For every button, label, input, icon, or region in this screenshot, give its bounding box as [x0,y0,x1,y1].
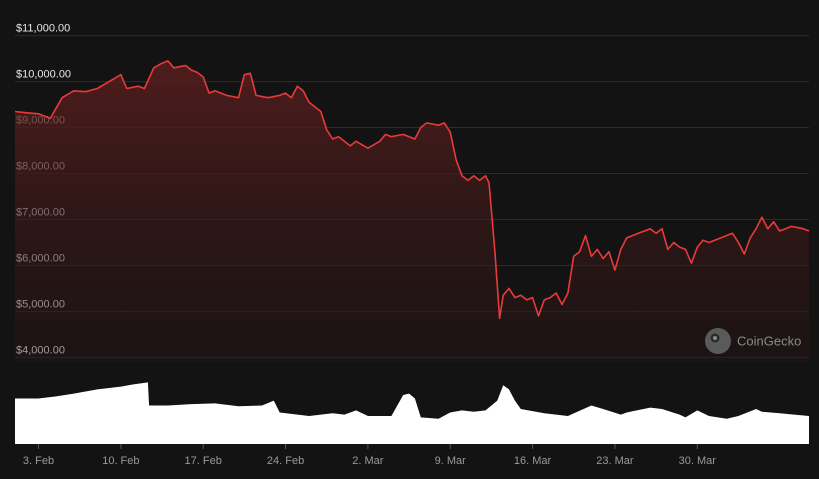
x-tick-label: 3. Feb [23,455,54,467]
coingecko-watermark: CoinGecko [705,328,801,354]
price-area-fill [15,60,809,363]
x-tick-label: 30. Mar [679,455,717,467]
x-tick-label: 23. Mar [596,455,634,467]
x-tick-label: 24. Feb [267,455,304,467]
coingecko-logo-pupil [713,336,717,340]
price-line[interactable] [14,60,810,320]
x-tick-label: 16. Mar [514,455,552,467]
watermark-text: CoinGecko [737,334,801,349]
x-tick-label: 2. Mar [352,455,384,467]
x-tick-label: 10. Feb [102,455,139,467]
y-tick-label: $11,000.00 [16,23,70,35]
x-tick-label: 17. Feb [185,455,222,467]
volume-area [15,382,809,444]
x-axis-labels: 3. Feb 10. Feb 17. Feb 24. Feb 2. Mar 9. Mar 1… [23,444,716,467]
x-tick-label: 9. Mar [435,455,467,467]
y-tick-label: $10,000.00 [16,69,71,81]
